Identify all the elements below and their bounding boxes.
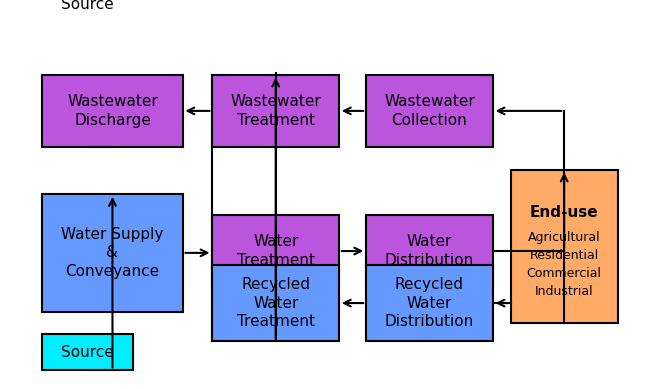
Text: Wastewater
Discharge: Wastewater Discharge xyxy=(67,94,158,128)
Text: Water
Distribution: Water Distribution xyxy=(385,234,474,268)
FancyBboxPatch shape xyxy=(42,334,133,370)
Text: Wastewater
Treatment: Wastewater Treatment xyxy=(230,94,321,128)
FancyBboxPatch shape xyxy=(42,194,183,312)
FancyBboxPatch shape xyxy=(42,0,133,22)
FancyBboxPatch shape xyxy=(42,75,183,147)
Text: Recycled
Water
Treatment: Recycled Water Treatment xyxy=(237,277,315,329)
Text: Agricultural
Residential
Commercial
Industrial: Agricultural Residential Commercial Indu… xyxy=(527,231,602,298)
Text: Wastewater
Collection: Wastewater Collection xyxy=(384,94,474,128)
FancyBboxPatch shape xyxy=(212,75,339,147)
FancyBboxPatch shape xyxy=(366,75,493,147)
Text: Source: Source xyxy=(61,345,114,360)
Text: End-use: End-use xyxy=(530,205,598,220)
Text: Source: Source xyxy=(61,0,114,12)
Text: Recycled
Water
Distribution: Recycled Water Distribution xyxy=(385,277,474,329)
Text: Water Supply
&
Conveyance: Water Supply & Conveyance xyxy=(61,227,163,279)
FancyBboxPatch shape xyxy=(366,215,493,287)
Text: Water
Treatment: Water Treatment xyxy=(237,234,315,268)
FancyBboxPatch shape xyxy=(212,265,339,342)
FancyBboxPatch shape xyxy=(366,265,493,342)
FancyBboxPatch shape xyxy=(212,215,339,287)
FancyBboxPatch shape xyxy=(511,170,617,323)
